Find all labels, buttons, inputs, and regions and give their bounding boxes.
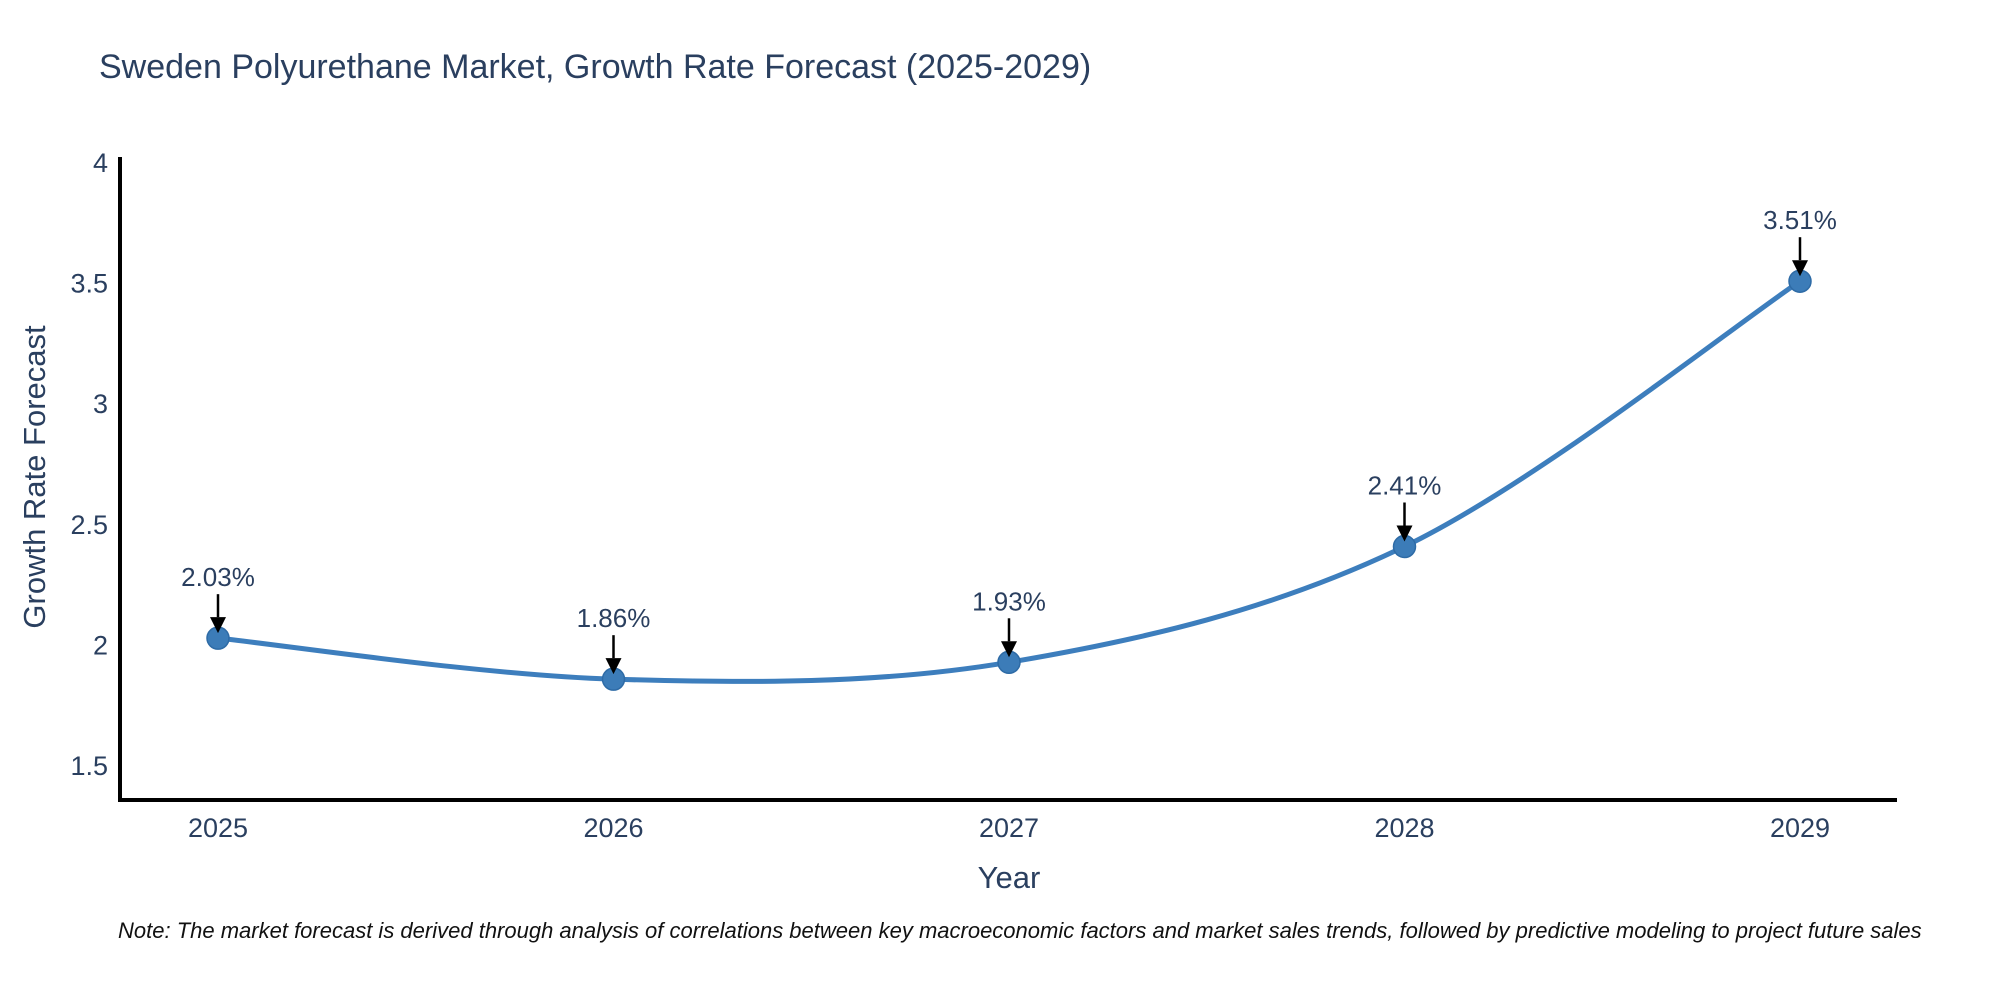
- y-tick-label: 1.5: [70, 751, 108, 781]
- x-tick-label: 2029: [1770, 813, 1830, 843]
- y-tick-label: 2: [93, 630, 108, 660]
- annotation-label: 1.93%: [972, 586, 1046, 616]
- annotation-arrowhead: [605, 658, 622, 675]
- chart-title: Sweden Polyurethane Market, Growth Rate …: [99, 48, 1092, 86]
- x-tick-label: 2026: [583, 813, 643, 843]
- x-tick-label: 2027: [979, 813, 1039, 843]
- y-tick-label: 2.5: [70, 510, 108, 540]
- y-tick-label: 3: [93, 389, 108, 419]
- annotation-label: 2.41%: [1368, 471, 1442, 501]
- y-tick-label: 3.5: [70, 269, 108, 299]
- annotation-arrowhead: [1396, 525, 1413, 542]
- x-axis-title: Year: [977, 860, 1041, 895]
- annotation-arrowhead: [1001, 641, 1017, 658]
- x-tick-label: 2028: [1374, 813, 1434, 843]
- annotation-label: 3.51%: [1763, 205, 1837, 235]
- annotation-label: 1.86%: [577, 603, 651, 633]
- x-tick-label: 2025: [188, 813, 248, 843]
- annotation-arrowhead: [210, 617, 226, 634]
- annotation-label: 2.03%: [181, 562, 255, 592]
- y-tick-label: 4: [93, 148, 108, 178]
- annotation-arrowhead: [1792, 260, 1808, 277]
- footnote: Note: The market forecast is derived thr…: [118, 918, 1922, 943]
